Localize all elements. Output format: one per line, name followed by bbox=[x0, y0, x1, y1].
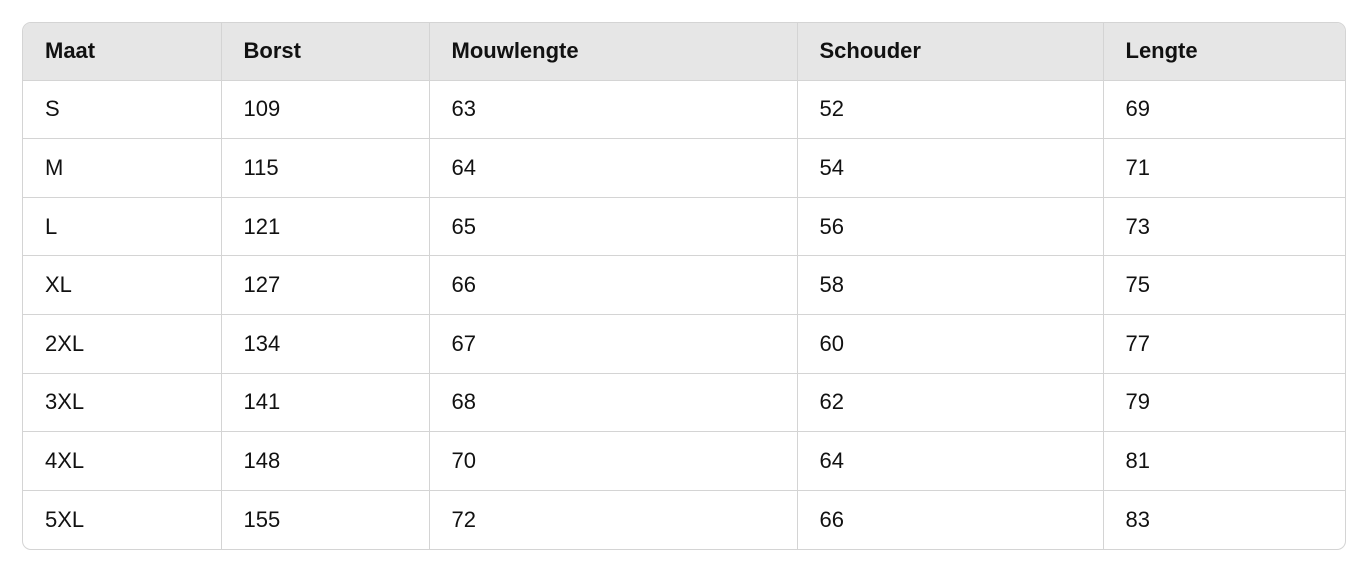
table-body: S 109 63 52 69 M 115 64 54 71 L 121 65 56 73 XL 127 66 58 7… bbox=[23, 80, 1345, 549]
cell-schouder: 66 bbox=[797, 490, 1104, 549]
cell-borst: 155 bbox=[221, 490, 430, 549]
column-header-lengte: Lengte bbox=[1103, 23, 1345, 81]
cell-maat: 4XL bbox=[23, 431, 222, 491]
cell-mouwlengte: 63 bbox=[429, 80, 798, 140]
cell-mouwlengte: 67 bbox=[429, 314, 798, 374]
cell-borst: 121 bbox=[221, 197, 430, 257]
cell-schouder: 64 bbox=[797, 431, 1104, 491]
cell-maat: XL bbox=[23, 255, 222, 315]
column-header-mouwlengte: Mouwlengte bbox=[429, 23, 798, 81]
cell-borst: 141 bbox=[221, 373, 430, 433]
cell-borst: 134 bbox=[221, 314, 430, 374]
cell-maat: M bbox=[23, 138, 222, 198]
cell-mouwlengte: 68 bbox=[429, 373, 798, 433]
table-row: 3XL 141 68 62 79 bbox=[23, 373, 1345, 433]
cell-lengte: 71 bbox=[1103, 138, 1345, 198]
cell-maat: L bbox=[23, 197, 222, 257]
cell-lengte: 77 bbox=[1103, 314, 1345, 374]
column-header-maat: Maat bbox=[23, 23, 222, 81]
cell-lengte: 83 bbox=[1125, 506, 1150, 532]
table-row: M 115 64 54 71 bbox=[23, 138, 1345, 198]
cell-mouwlengte: 65 bbox=[429, 197, 798, 257]
cell-borst: 127 bbox=[221, 255, 430, 315]
cell-lengte: 81 bbox=[1103, 431, 1345, 491]
cell-borst: 109 bbox=[221, 80, 430, 140]
cell-schouder: 62 bbox=[797, 373, 1104, 433]
cell-schouder: 56 bbox=[797, 197, 1104, 257]
cell-maat: 5XL bbox=[23, 490, 222, 549]
cell-lengte: 75 bbox=[1103, 255, 1345, 315]
cell-borst: 115 bbox=[221, 138, 430, 198]
table-row: S 109 63 52 69 bbox=[23, 80, 1345, 140]
cell-borst: 148 bbox=[221, 431, 430, 491]
header-row: Maat Borst Mouwlengte Schouder Lengte bbox=[23, 23, 1345, 81]
cell-schouder: 54 bbox=[797, 138, 1104, 198]
size-table: Maat Borst Mouwlengte Schouder Lengte S 109 63… bbox=[23, 23, 1345, 549]
cell-mouwlengte: 70 bbox=[429, 431, 798, 491]
cell-schouder: 60 bbox=[797, 314, 1104, 374]
table-row: XL 127 66 58 75 bbox=[23, 255, 1345, 315]
cell-mouwlengte: 64 bbox=[429, 138, 798, 198]
cell-schouder: 58 bbox=[797, 255, 1104, 315]
table-header: Maat Borst Mouwlengte Schouder Lengte bbox=[23, 23, 1345, 81]
table-row: 2XL 134 67 60 77 bbox=[23, 314, 1345, 374]
cell-mouwlengte: 66 bbox=[429, 255, 798, 315]
table-row: 5XL 155 72 66 83 bbox=[23, 490, 1345, 549]
cell-lengte: 73 bbox=[1103, 197, 1345, 257]
table-row: 4XL 148 70 64 81 bbox=[23, 431, 1345, 491]
cell-lengte: 79 bbox=[1103, 373, 1345, 433]
cell-lengte: 69 bbox=[1103, 80, 1345, 140]
cell-schouder: 52 bbox=[797, 80, 1104, 140]
cell-maat: 2XL bbox=[23, 314, 222, 374]
table-row: L 121 65 56 73 bbox=[23, 197, 1345, 257]
cell-mouwlengte: 72 bbox=[429, 490, 798, 549]
cell-maat: 3XL bbox=[23, 373, 222, 433]
column-header-borst: Borst bbox=[221, 23, 430, 81]
size-table-container: Maat Borst Mouwlengte Schouder Lengte S 109 63… bbox=[22, 22, 1346, 550]
column-header-schouder: Schouder bbox=[797, 23, 1104, 81]
cell-maat: S bbox=[23, 80, 222, 140]
